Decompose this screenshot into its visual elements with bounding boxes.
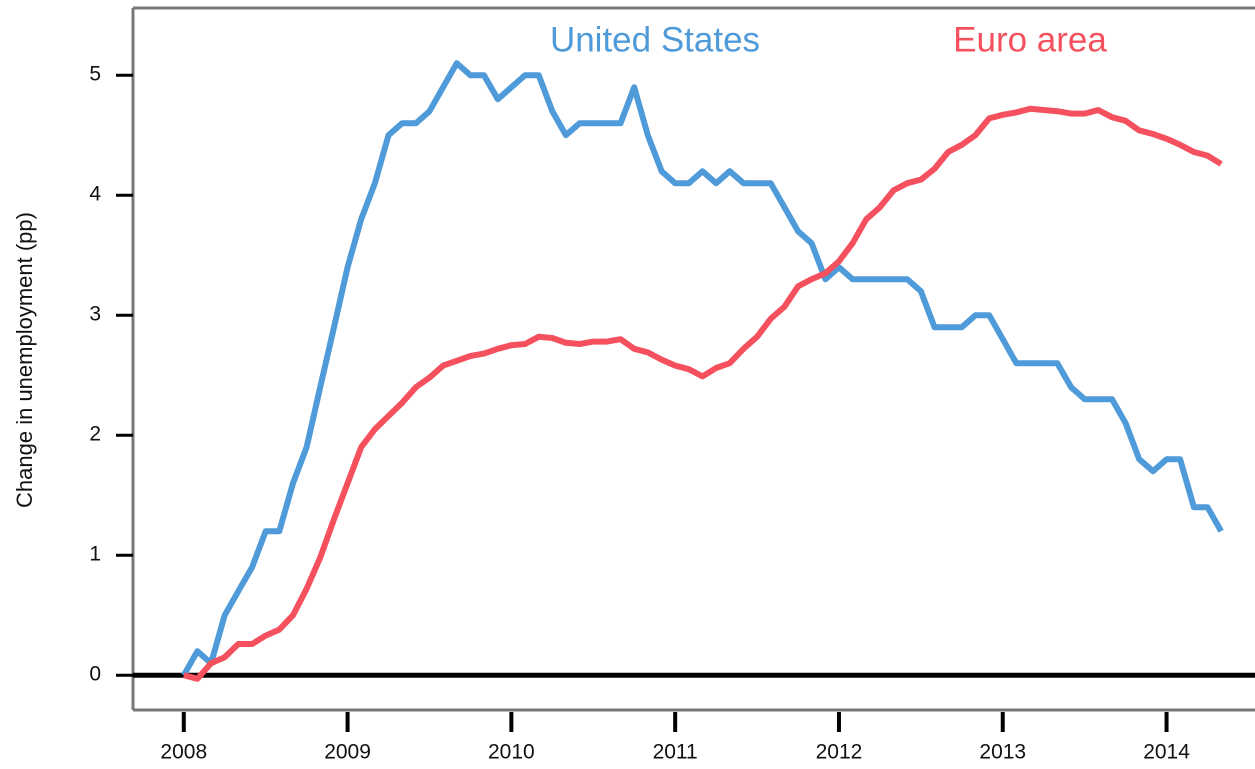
y-tick-label: 3 [89, 303, 101, 326]
series-line [181, 60, 1224, 677]
y-tick-label: 0 [89, 663, 101, 686]
y-tick-label: 1 [89, 543, 101, 566]
legend-label: United States [550, 20, 760, 59]
x-tick-label: 2010 [488, 741, 535, 764]
series-line [183, 105, 1223, 682]
x-tick-label: 2008 [160, 741, 207, 764]
x-tick-label: 2011 [653, 741, 698, 764]
y-tick-label: 5 [89, 63, 101, 86]
legend-label: Euro area [953, 20, 1107, 59]
y-tick-label: 4 [89, 183, 101, 206]
x-tick-label: 2013 [979, 741, 1026, 764]
x-tick-label: 2014 [1143, 741, 1190, 764]
x-tick-label: 2012 [816, 741, 863, 764]
y-axis-label: Change in unemployment (pp) [12, 212, 37, 508]
x-tick-label: 2009 [324, 741, 371, 764]
y-tick-label: 2 [89, 423, 101, 446]
